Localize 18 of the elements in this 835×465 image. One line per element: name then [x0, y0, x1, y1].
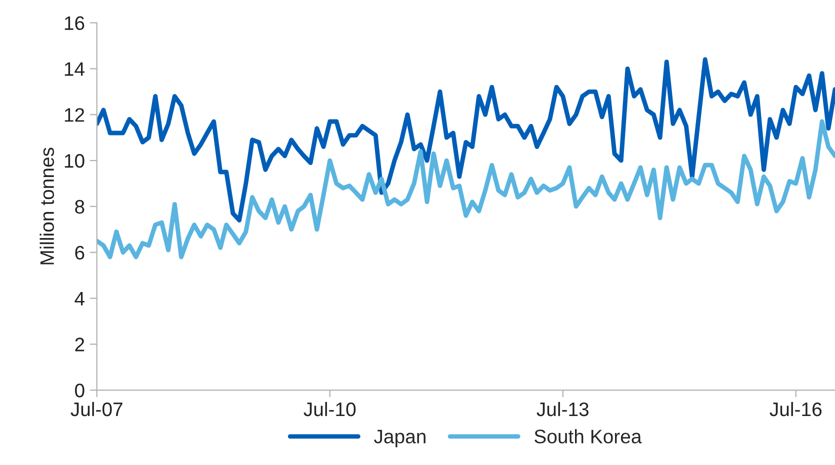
y-tick-label: 4 — [74, 292, 84, 306]
x-tick-label: Jul-07 — [70, 402, 122, 416]
y-tick-label: 6 — [75, 246, 84, 260]
y-tick-label: 8 — [75, 200, 84, 214]
x-tick-label: Jul-13 — [536, 402, 588, 416]
y-tick-label: 2 — [75, 338, 84, 352]
x-tick-label: Jul-16 — [770, 402, 822, 416]
x-tick-label: Jul-10 — [304, 402, 356, 416]
line-series — [96, 57, 835, 222]
legend-label: South Korea — [534, 429, 642, 444]
y-tick-label: 10 — [64, 154, 84, 168]
y-axis-title: Million tonnes — [40, 148, 54, 264]
y-tick-label: 16 — [64, 16, 84, 30]
y-tick-label: 14 — [64, 62, 84, 76]
y-tick-label: 0 — [75, 384, 84, 398]
legend-label: Japan — [374, 430, 426, 448]
y-tick-label: 12 — [64, 108, 84, 122]
line-series — [96, 119, 835, 260]
